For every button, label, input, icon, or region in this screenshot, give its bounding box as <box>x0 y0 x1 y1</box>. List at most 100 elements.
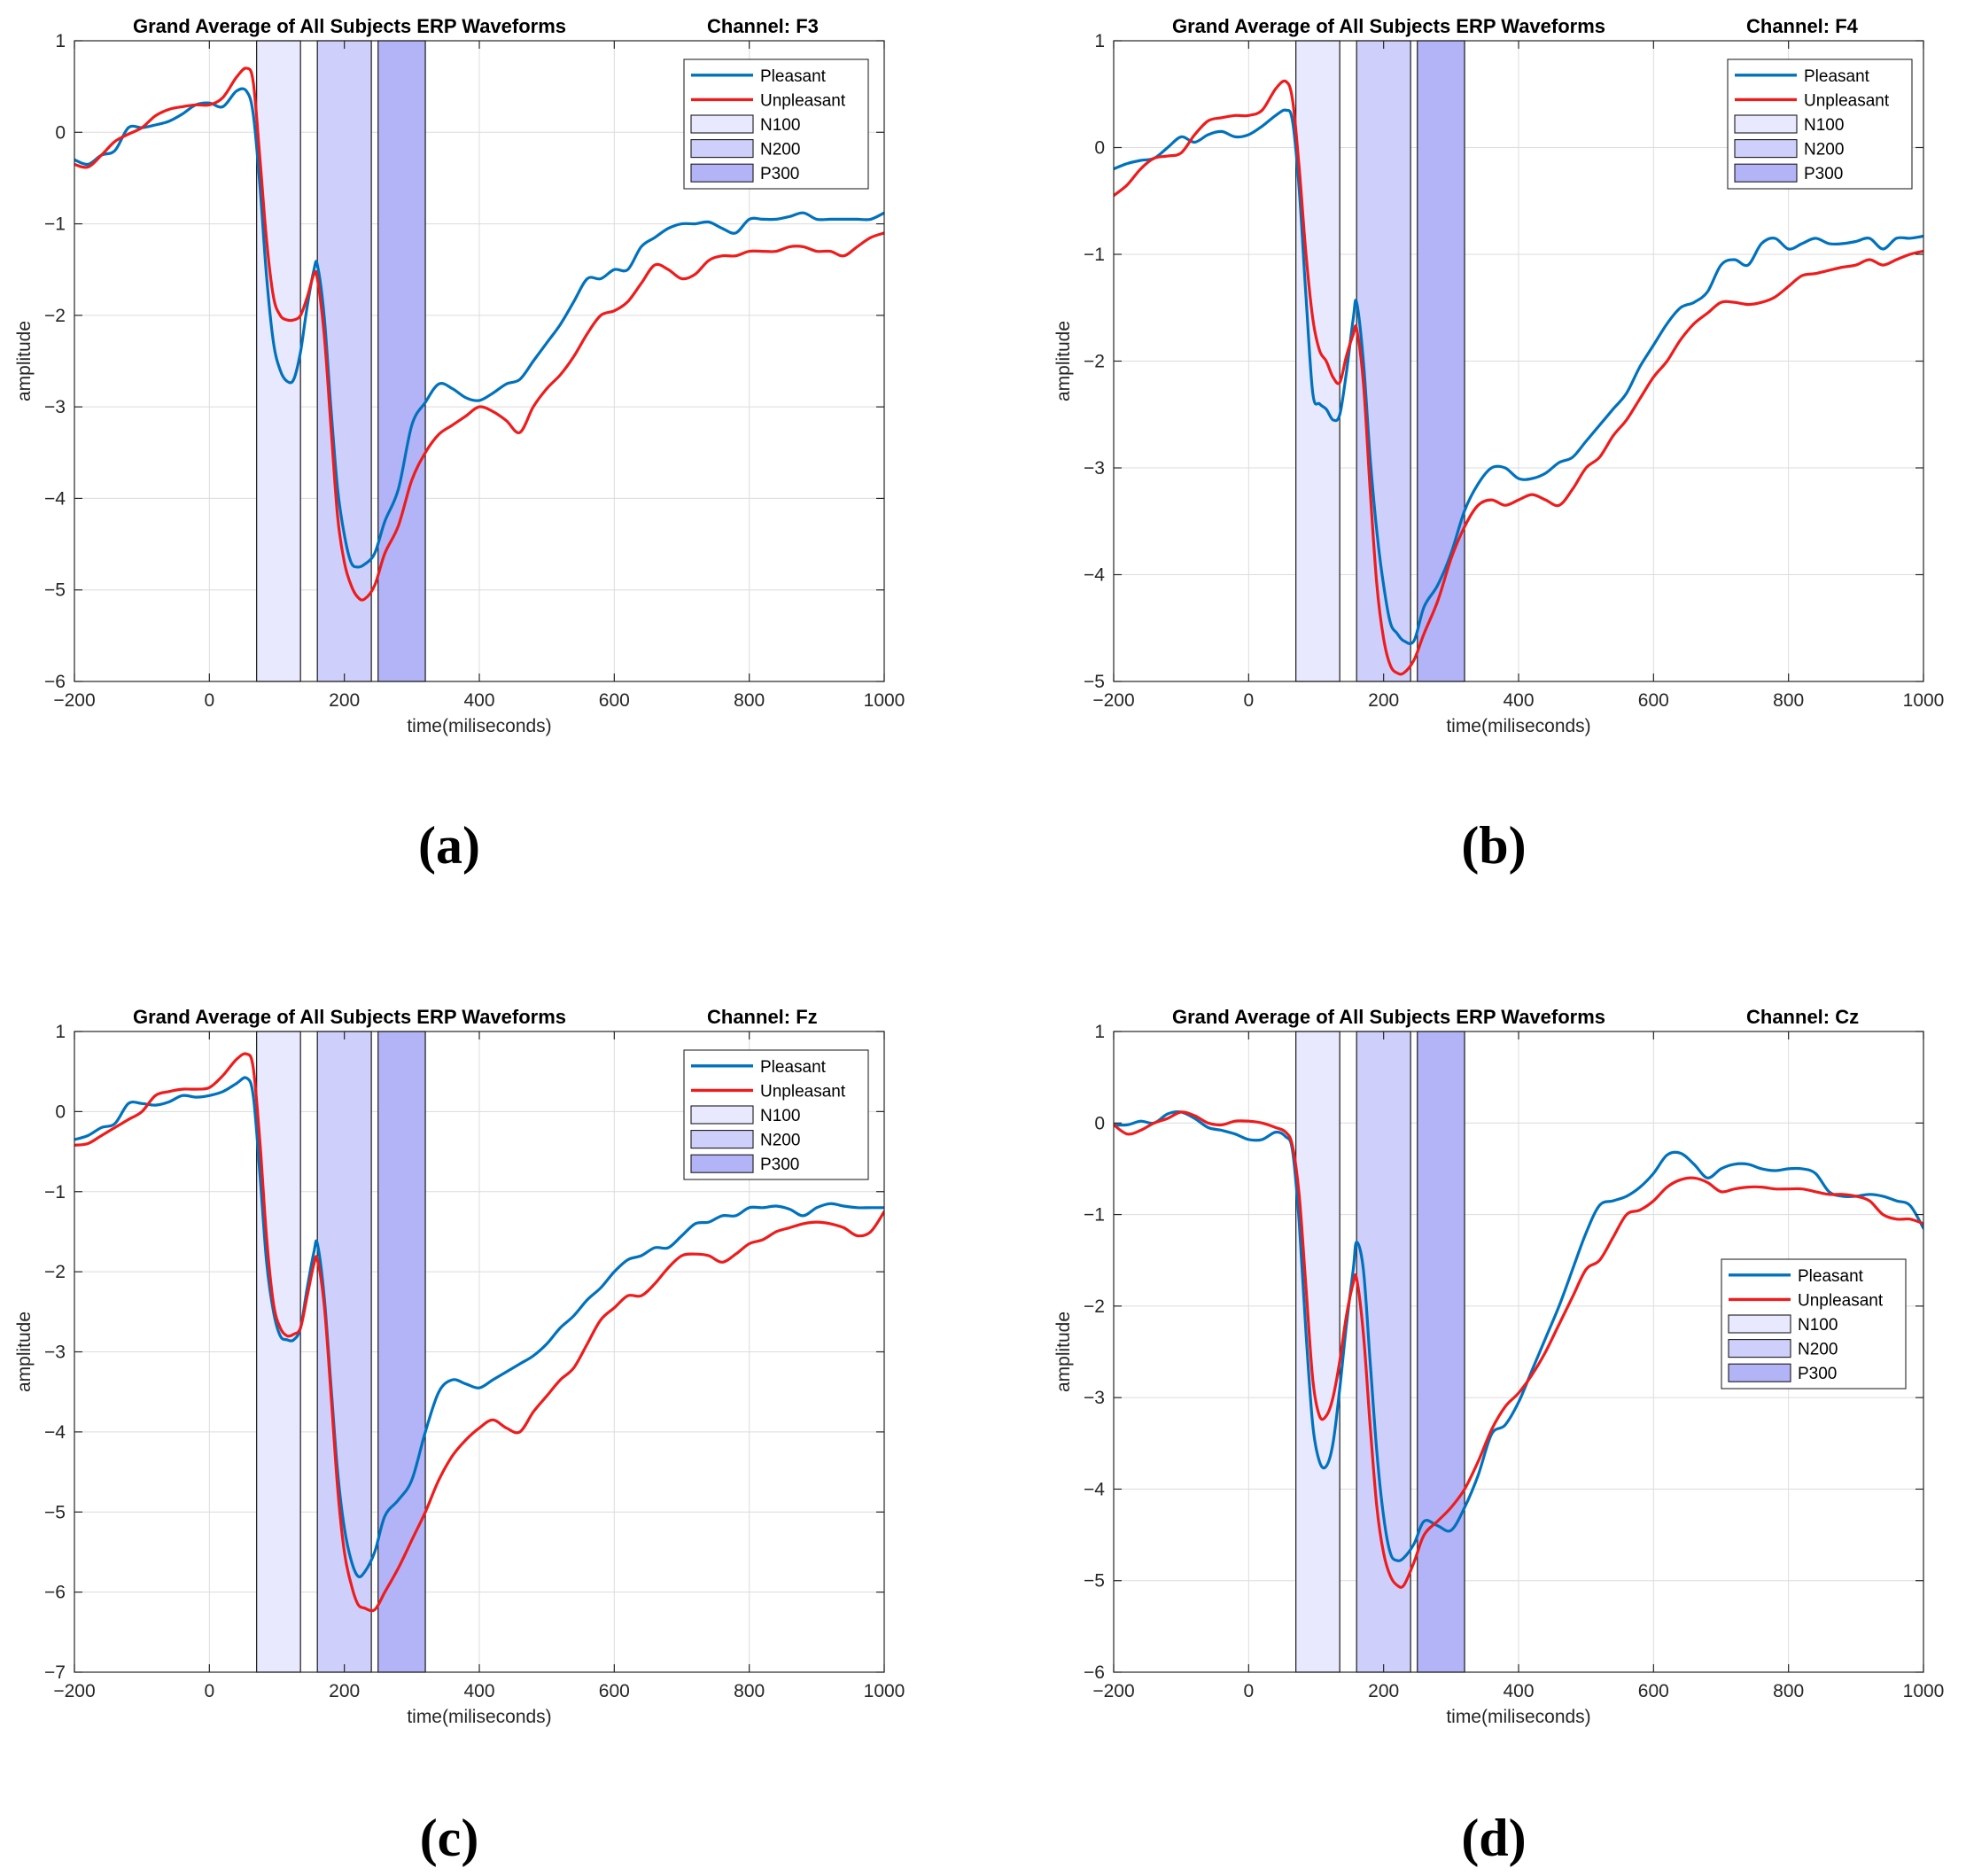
y-tick-label: 0 <box>1094 138 1105 159</box>
y-tick-label: 1 <box>1094 31 1105 51</box>
legend-swatch-p300 <box>1734 163 1798 183</box>
x-tick-label: 1000 <box>1903 690 1945 711</box>
y-tick-label: −6 <box>44 1583 66 1603</box>
y-tick-label: −1 <box>44 214 66 235</box>
legend-label-p300: P300 <box>1798 1365 1837 1383</box>
y-tick-label: −4 <box>44 1422 66 1443</box>
y-tick-label: −1 <box>1084 245 1105 265</box>
chart-title: Grand Average of All Subjects ERP Wavefo… <box>133 1006 566 1028</box>
window-n200 <box>316 1031 372 1673</box>
caption-d: (d) <box>1461 1809 1527 1867</box>
y-tick-label: −3 <box>1084 458 1105 479</box>
legend-swatch-n100 <box>1734 114 1798 134</box>
y-tick-label: 0 <box>55 1101 66 1122</box>
series-line-pleasant <box>1114 108 1923 645</box>
series-line-pleasant <box>74 87 884 569</box>
x-tick-label: 1000 <box>1903 1681 1945 1701</box>
window-p300 <box>1417 1031 1465 1673</box>
chart-title: Grand Average of All Subjects ERP Wavefo… <box>133 15 566 37</box>
x-axis-label: time(miliseconds) <box>1446 716 1590 736</box>
x-tick-label: 0 <box>1243 1681 1254 1701</box>
y-tick-label: −2 <box>1084 1296 1105 1317</box>
series-group <box>74 66 884 602</box>
legend-label-unpleasant: Unpleasant <box>760 1082 846 1101</box>
y-tick-label: −5 <box>1084 672 1105 692</box>
y-tick-label: −2 <box>1084 352 1105 372</box>
x-tick-label: 400 <box>463 1681 494 1701</box>
x-tick-label: 1000 <box>864 1681 905 1701</box>
series-group <box>1114 1109 1923 1589</box>
y-axis-label: amplitude <box>14 1312 35 1392</box>
series-line-unpleasant <box>74 66 884 602</box>
legend-swatch-n100 <box>690 1105 754 1125</box>
y-tick-label: −6 <box>1084 1662 1105 1683</box>
chart-panel-d: −200 0 200 400 600 800 1000 −6 −5 −4 −3 −2 −1 0 1 time(… <box>1045 991 1966 1753</box>
y-tick-label: 1 <box>55 31 66 51</box>
legend: Pleasant Unpleasant N100 N200 P300 <box>683 1049 869 1180</box>
x-tick-label: −200 <box>1092 690 1134 711</box>
y-tick-label: −3 <box>44 397 66 417</box>
y-tick-label: −4 <box>1084 1479 1105 1499</box>
y-tick-label: −4 <box>1084 565 1105 586</box>
x-tick-label: 1000 <box>864 690 905 711</box>
y-tick-label: −7 <box>44 1662 66 1683</box>
x-tick-label: 200 <box>1368 1681 1399 1701</box>
chart-panel-c: −200 0 200 400 600 800 1000 −7 −6 −5 −4 −3 −2 −1 0 1 tim… <box>0 991 983 1753</box>
legend-label-unpleasant: Unpleasant <box>1798 1291 1884 1310</box>
legend-swatch-n200 <box>1734 139 1798 159</box>
window-n100 <box>1295 1031 1340 1673</box>
legend-swatch-n200 <box>690 139 754 159</box>
legend-label-n200: N200 <box>1798 1341 1838 1359</box>
window-p300 <box>377 40 426 682</box>
window-n100 <box>256 1031 301 1673</box>
legend-label-unpleasant: Unpleasant <box>760 91 846 110</box>
x-tick-label: 200 <box>329 1681 360 1701</box>
legend-label-n100: N100 <box>1804 116 1844 135</box>
y-tick-label: −1 <box>1084 1205 1105 1226</box>
y-tick-label: −3 <box>44 1343 66 1363</box>
x-tick-label: 800 <box>734 690 765 711</box>
series-group <box>1114 79 1923 676</box>
chart-title: Grand Average of All Subjects ERP Wavefo… <box>1172 1006 1605 1028</box>
x-tick-label: 600 <box>1638 690 1669 711</box>
y-tick-label: −3 <box>1084 1388 1105 1408</box>
x-tick-label: 600 <box>599 690 630 711</box>
legend-label-n100: N100 <box>760 1107 800 1125</box>
legend-swatch-n100 <box>1728 1314 1791 1334</box>
series-group <box>74 1052 884 1613</box>
legend-label-n200: N200 <box>760 141 800 160</box>
legend-swatch-n200 <box>1728 1339 1791 1358</box>
legend-swatch-n100 <box>690 114 754 134</box>
caption-b: (b) <box>1461 816 1527 875</box>
legend-label-n100: N100 <box>1798 1316 1838 1335</box>
y-tick-label: 1 <box>55 1022 66 1042</box>
y-tick-label: −2 <box>44 1262 66 1282</box>
y-tick-label: −4 <box>44 488 66 509</box>
y-tick-label: 1 <box>1094 1022 1105 1042</box>
x-tick-label: 600 <box>599 1681 630 1701</box>
y-axis-label: amplitude <box>14 321 35 401</box>
x-tick-label: 200 <box>329 690 360 711</box>
legend: Pleasant Unpleasant N100 N200 P300 <box>683 58 869 190</box>
legend-label-n100: N100 <box>760 116 800 135</box>
series-line-pleasant <box>74 1076 884 1578</box>
channel-label: Channel: Cz <box>1746 1006 1859 1028</box>
channel-label: Channel: F3 <box>707 15 819 37</box>
legend-label-pleasant: Pleasant <box>760 1058 827 1077</box>
erp-chart-cz: −200 0 200 400 600 800 1000 −6 −5 −4 −3 −2 −1 0 1 time(… <box>1053 1006 1945 1727</box>
x-tick-label: 400 <box>1503 690 1534 711</box>
legend-label-p300: P300 <box>760 1156 799 1174</box>
x-tick-label: 0 <box>204 690 214 711</box>
y-tick-label: −1 <box>44 1182 66 1203</box>
y-tick-label: −5 <box>44 1502 66 1522</box>
chart-panel-a: −200 0 200 400 600 800 1000 −6 −5 −4 −3 −2 −1 0 1 time(… <box>0 0 983 762</box>
series-line-unpleasant <box>1114 1110 1923 1589</box>
legend-label-p300: P300 <box>760 165 799 183</box>
x-tick-label: 800 <box>734 1681 765 1701</box>
x-tick-label: −200 <box>53 690 95 711</box>
y-tick-label: −6 <box>44 672 66 692</box>
x-tick-label: 0 <box>204 1681 214 1701</box>
x-axis-label: time(miliseconds) <box>407 716 551 736</box>
legend-label-unpleasant: Unpleasant <box>1804 91 1890 110</box>
legend-label-pleasant: Pleasant <box>760 67 827 86</box>
